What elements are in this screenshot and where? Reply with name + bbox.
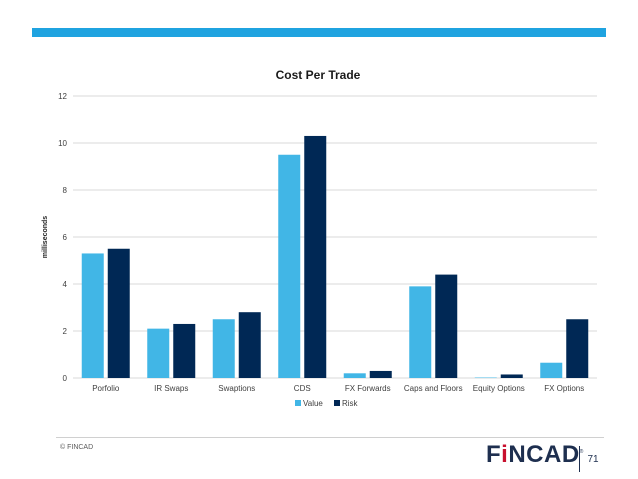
y-tick-label: 2 [63, 327, 68, 336]
x-tick-label: Equity Options [473, 384, 525, 393]
top-accent-bar [32, 28, 606, 37]
y-tick-label: 8 [63, 186, 68, 195]
footer-divider [56, 437, 604, 438]
y-tick-label: 6 [63, 233, 68, 242]
y-axis-label: milliseconds [42, 216, 49, 259]
bar-value [409, 286, 432, 378]
x-tick-label: Swaptions [218, 384, 255, 393]
logo-text-start: F [486, 441, 502, 468]
bar-value [81, 253, 104, 378]
y-tick-labels: 0 2 4 6 8 10 12 [58, 92, 67, 383]
bar-risk [500, 374, 523, 378]
bars [81, 135, 589, 379]
bar-value [540, 362, 563, 378]
x-tick-label: Porfolio [92, 384, 120, 393]
copyright-text: © FINCAD [60, 444, 94, 451]
y-tick-label: 0 [63, 374, 68, 383]
legend-swatch [334, 400, 340, 406]
chart-title: Cost Per Trade [276, 68, 361, 82]
bar-value [278, 154, 301, 378]
x-tick-label: CDS [294, 384, 311, 393]
bar-risk [173, 323, 196, 378]
bar-risk [369, 370, 392, 378]
x-tick-label: FX Forwards [345, 384, 391, 393]
x-tick-label: FX Options [544, 384, 584, 393]
bar-risk [435, 274, 458, 378]
registered-mark: ® [579, 449, 584, 455]
bar-risk [238, 312, 261, 378]
fincad-logo: FiNCAD® [486, 441, 584, 469]
legend-swatch [295, 400, 301, 406]
x-tick-label: Caps and Floors [404, 384, 463, 393]
logo-text-end: NCAD [508, 441, 580, 468]
y-tick-label: 10 [58, 139, 67, 148]
bar-value [474, 377, 497, 379]
bar-value [147, 328, 170, 378]
logo-accent-letter: i [501, 441, 509, 468]
bar-value [343, 373, 366, 378]
legend-label: Risk [342, 399, 359, 408]
legend: Value Risk [295, 399, 359, 408]
bar-risk [566, 319, 589, 378]
x-tick-labels: Porfolio IR Swaps Swaptions CDS FX Forwards C… [92, 384, 584, 393]
legend-label: Value [303, 399, 323, 408]
bar-risk [304, 135, 327, 378]
y-tick-label: 4 [63, 280, 68, 289]
x-tick-label: IR Swaps [154, 384, 188, 393]
y-tick-label: 12 [58, 92, 67, 101]
bar-risk [107, 248, 130, 378]
page-number: 71 [579, 446, 606, 472]
bar-value [212, 319, 235, 378]
